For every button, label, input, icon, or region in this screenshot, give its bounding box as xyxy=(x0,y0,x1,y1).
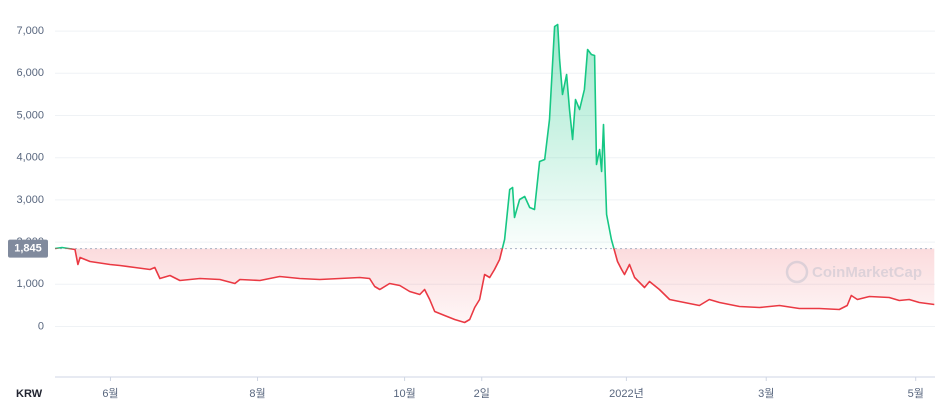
currency-label: KRW xyxy=(16,388,43,400)
price-line xyxy=(54,23,935,324)
x-tick-label: 2022년 xyxy=(609,387,644,400)
watermark: CoinMarketCap xyxy=(785,260,922,284)
x-tick-label: 8월 xyxy=(249,387,265,400)
reference-label: 1,845 xyxy=(14,243,42,255)
y-tick-label: 4,000 xyxy=(16,152,44,164)
x-tick-label: 5월 xyxy=(908,387,924,400)
x-tick-label: 3월 xyxy=(758,387,774,400)
reference-badge xyxy=(8,239,48,258)
y-tick-label: 7,000 xyxy=(16,25,44,37)
x-tick-label: 2일 xyxy=(474,386,490,400)
x-tick-label: 10월 xyxy=(393,387,415,400)
y-tick-label: 0 xyxy=(38,320,44,332)
area xyxy=(55,24,935,323)
y-tick-label: 1,000 xyxy=(16,278,44,290)
y-tick-label: 6,000 xyxy=(16,67,44,79)
watermark-text: CoinMarketCap xyxy=(812,264,922,281)
y-tick-label: 5,000 xyxy=(16,109,44,121)
watermark-logo xyxy=(785,260,809,284)
y-tick-label: 3,000 xyxy=(16,194,44,206)
x-tick-label: 6월 xyxy=(102,387,118,400)
